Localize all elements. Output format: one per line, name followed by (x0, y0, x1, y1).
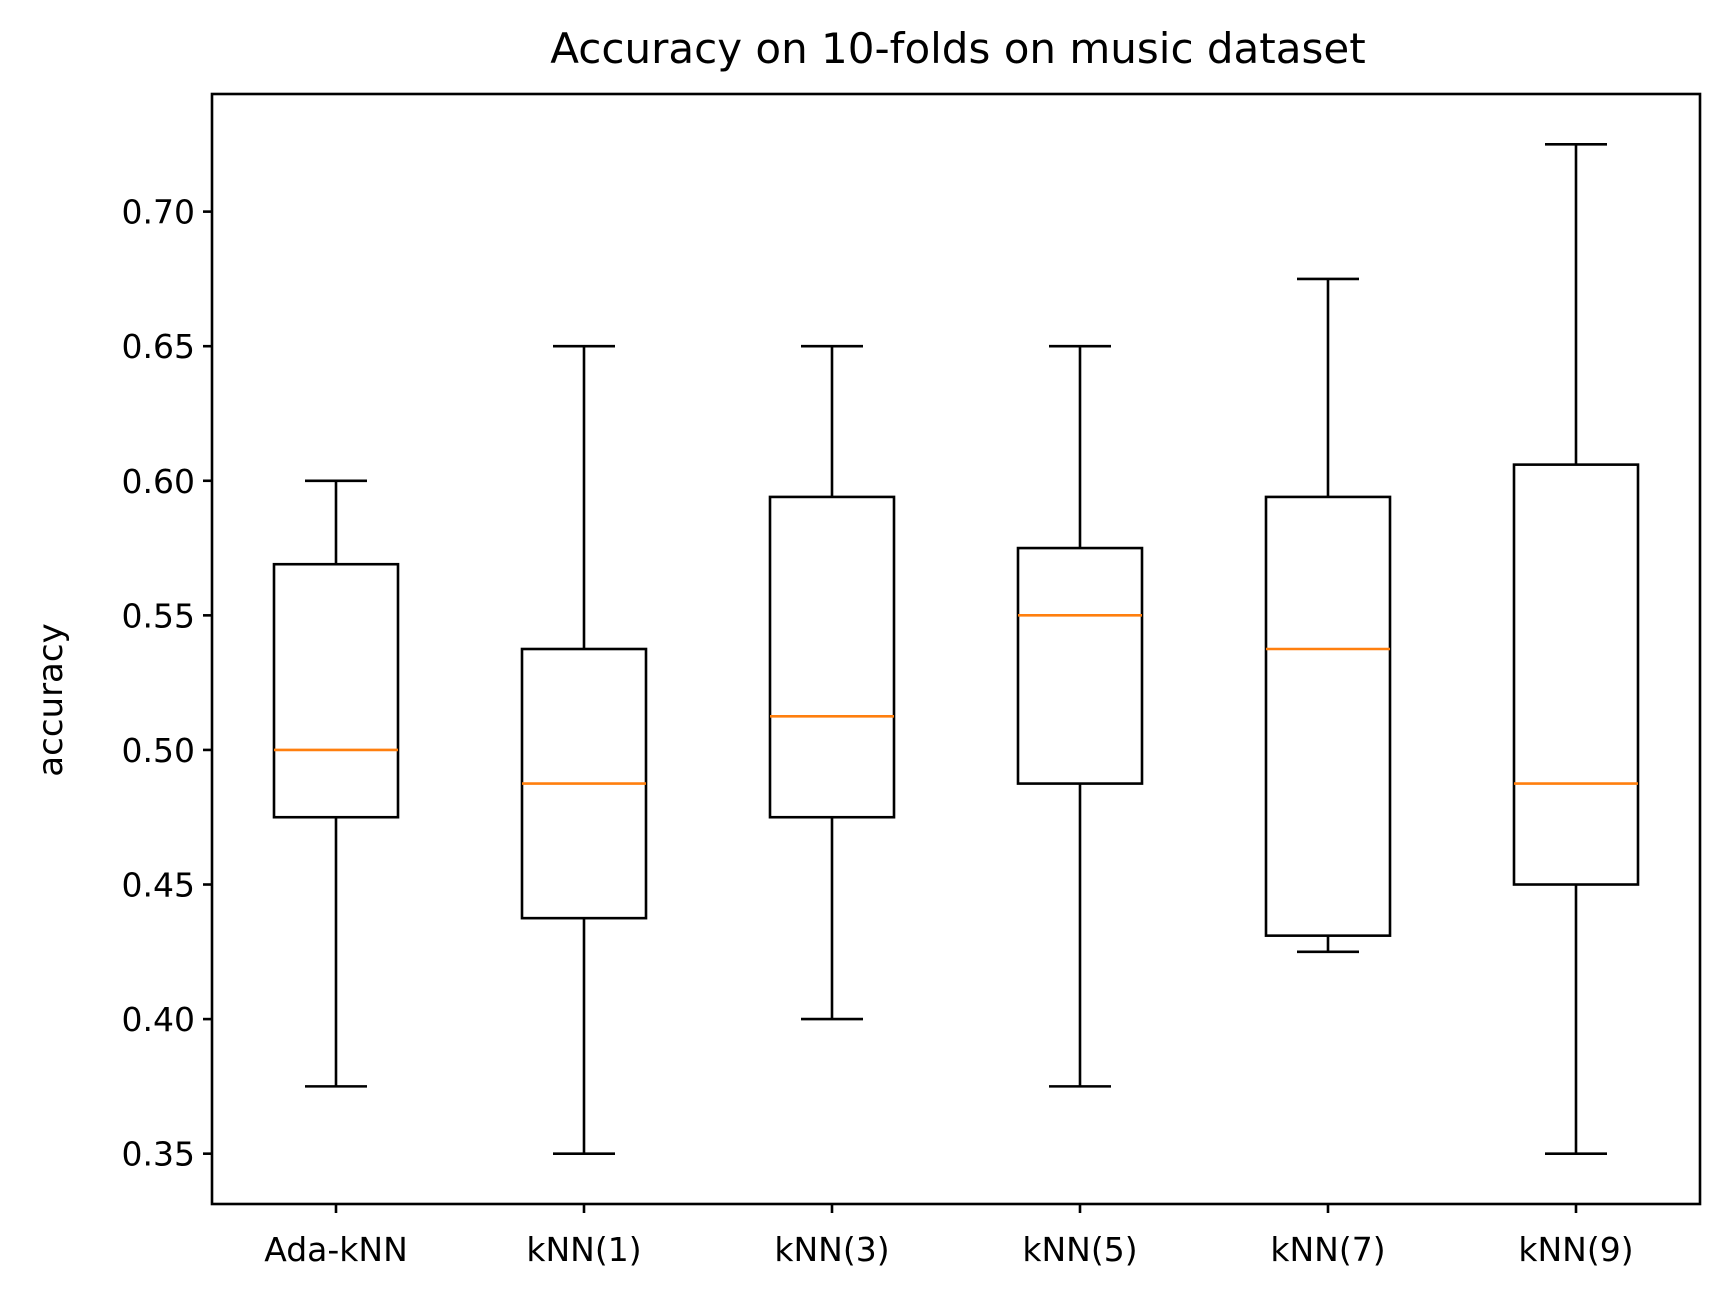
x-tick-label: Ada-kNN (264, 1230, 408, 1269)
box (1264, 495, 1392, 937)
x-tick-label: kNN(5) (1022, 1230, 1137, 1269)
box (272, 562, 400, 819)
y-tick-label: 0.45 (122, 866, 195, 905)
plot-area: 0.35 0.40 0.45 0.50 0.55 0.60 0.65 0.70 Ada-kNN k… (122, 92, 1702, 1269)
box (1512, 463, 1640, 886)
y-tick-label: 0.35 (122, 1135, 195, 1174)
chart-title: Accuracy on 10-folds on music dataset (550, 24, 1365, 73)
y-tick-label: 0.65 (122, 327, 195, 366)
x-tick-label: kNN(9) (1518, 1230, 1633, 1269)
y-tick-label: 0.60 (122, 462, 195, 501)
x-tick-label: kNN(1) (526, 1230, 641, 1269)
x-tick-label: kNN(3) (774, 1230, 889, 1269)
x-tick-label: kNN(7) (1270, 1230, 1385, 1269)
box (768, 495, 896, 819)
y-tick-label: 0.70 (122, 193, 195, 232)
y-tick-label: 0.40 (122, 1000, 195, 1039)
y-tick-label: 0.50 (122, 731, 195, 770)
plot-frame (210, 92, 1702, 1206)
y-axis-label: accuracy (31, 623, 71, 776)
box (1016, 546, 1144, 785)
y-tick-label: 0.55 (122, 596, 195, 635)
